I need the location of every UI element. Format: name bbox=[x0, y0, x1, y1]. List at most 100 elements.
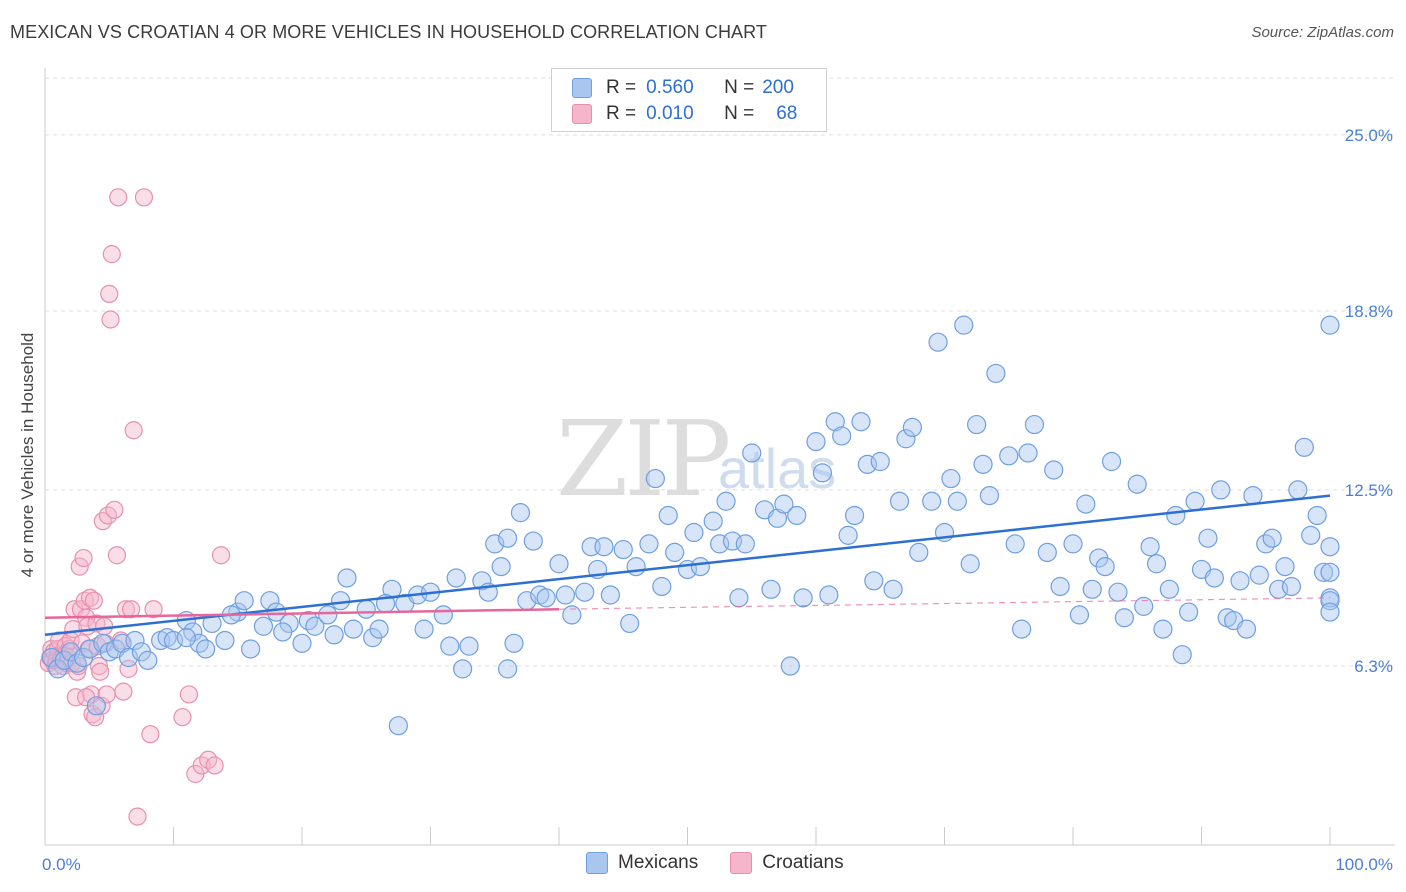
legend-n-label: N = bbox=[724, 77, 755, 98]
y-axis-label: 4 or more Vehicles in Household bbox=[18, 333, 37, 578]
mexican-point bbox=[1294, 437, 1314, 457]
mexican-point bbox=[645, 468, 665, 489]
mexican-point bbox=[851, 412, 871, 432]
mexican-point bbox=[440, 636, 460, 656]
mexican-point bbox=[253, 616, 274, 636]
croatian-point bbox=[84, 591, 103, 610]
mexican-point bbox=[729, 588, 749, 608]
mexican-point bbox=[125, 630, 145, 651]
croatian-point bbox=[173, 708, 192, 727]
legend-r-label: R = bbox=[606, 103, 637, 124]
mexican-point bbox=[292, 633, 312, 653]
mexican-point bbox=[979, 485, 1000, 506]
axes bbox=[44, 68, 1395, 846]
croatians-points bbox=[39, 188, 231, 826]
mexican-point bbox=[1307, 505, 1327, 526]
mexican-point bbox=[1082, 579, 1102, 599]
mexican-point bbox=[1313, 562, 1334, 582]
croatians-trend-line bbox=[44, 607, 560, 619]
croatian-point bbox=[141, 725, 160, 744]
mexican-point bbox=[928, 332, 948, 352]
mexican-point bbox=[562, 605, 582, 625]
x-tick-label: 100.0% bbox=[1335, 855, 1393, 874]
mexican-point bbox=[787, 505, 807, 526]
mexican-point bbox=[1114, 608, 1135, 628]
mexican-point bbox=[504, 633, 524, 653]
mexican-point bbox=[716, 491, 736, 511]
mexican-point bbox=[491, 557, 511, 577]
mexican-point bbox=[324, 625, 344, 645]
mexican-point bbox=[472, 571, 492, 591]
mexican-point bbox=[215, 630, 235, 651]
mexican-point bbox=[999, 446, 1019, 466]
x-tick-label: 0.0% bbox=[42, 855, 81, 874]
mexican-point bbox=[844, 505, 865, 526]
mexican-point bbox=[870, 451, 890, 472]
mexican-point bbox=[947, 491, 967, 511]
croatian-point bbox=[93, 512, 112, 531]
mexican-point bbox=[909, 542, 929, 563]
mexican-point bbox=[1211, 480, 1231, 500]
mexican-point bbox=[1301, 525, 1321, 545]
mexican-point bbox=[620, 613, 640, 634]
croatian-point bbox=[105, 500, 124, 519]
mexican-point bbox=[498, 528, 518, 548]
croatian-point bbox=[95, 617, 114, 636]
mexican-point bbox=[266, 602, 286, 622]
mexican-point bbox=[196, 639, 216, 659]
croatian-point bbox=[82, 685, 101, 704]
croatian-point bbox=[114, 682, 133, 701]
mexican-point bbox=[742, 443, 762, 463]
mexican-point bbox=[234, 591, 254, 611]
mexican-point bbox=[761, 579, 781, 599]
stats-legend: R = 0.560 N = 200 R = 0.010 N = 68 bbox=[551, 68, 827, 132]
mexican-point bbox=[1204, 568, 1224, 588]
mexican-point bbox=[954, 315, 974, 335]
mexican-point bbox=[896, 429, 916, 449]
mexican-point bbox=[1134, 596, 1154, 616]
croatian-point bbox=[134, 188, 154, 207]
mexican-point bbox=[446, 568, 466, 588]
watermark-zip: ZIP bbox=[556, 398, 731, 520]
mexican-point bbox=[626, 557, 646, 577]
mexican-point bbox=[1172, 645, 1192, 665]
croatians-swatch bbox=[572, 104, 592, 124]
mexican-point bbox=[575, 582, 595, 602]
croatian-point bbox=[205, 756, 224, 775]
mexican-point bbox=[1127, 474, 1147, 494]
grid-lines bbox=[45, 77, 1395, 667]
mexican-point bbox=[369, 619, 389, 639]
mexican-point bbox=[613, 539, 633, 560]
croatian-point bbox=[121, 600, 141, 619]
croatians-trend-extension bbox=[558, 597, 1331, 610]
mexican-point bbox=[832, 426, 852, 446]
mexican-point bbox=[1011, 619, 1032, 639]
mexican-point bbox=[967, 414, 987, 435]
mexican-point bbox=[1159, 579, 1179, 599]
mexican-point bbox=[1153, 619, 1173, 639]
legend-r-label: R = bbox=[606, 77, 637, 98]
mexican-point bbox=[819, 585, 839, 605]
mexican-point bbox=[1108, 582, 1128, 602]
mexican-point bbox=[138, 650, 158, 670]
mexican-point bbox=[1146, 554, 1167, 574]
mexican-point bbox=[703, 511, 723, 531]
source-label: Source: ZipAtlas.com bbox=[1251, 24, 1394, 41]
mexican-point bbox=[549, 554, 569, 574]
mexican-point bbox=[652, 576, 672, 597]
croatian-point bbox=[128, 807, 147, 826]
mexican-point bbox=[1095, 557, 1115, 577]
mexican-point bbox=[922, 491, 942, 511]
legend-n-value: 68 bbox=[776, 103, 798, 124]
croatian-point bbox=[109, 188, 128, 207]
mexican-point bbox=[1166, 505, 1186, 526]
legend-row-croatians: R = 0.010 N = 68 bbox=[572, 102, 797, 126]
mexican-point bbox=[1281, 576, 1302, 597]
mexican-point bbox=[241, 639, 261, 659]
mexican-point bbox=[1101, 451, 1122, 472]
mexican-point bbox=[1050, 576, 1070, 597]
mexican-point bbox=[600, 585, 621, 605]
mexican-point bbox=[774, 494, 794, 514]
mexican-point bbox=[1063, 534, 1083, 554]
